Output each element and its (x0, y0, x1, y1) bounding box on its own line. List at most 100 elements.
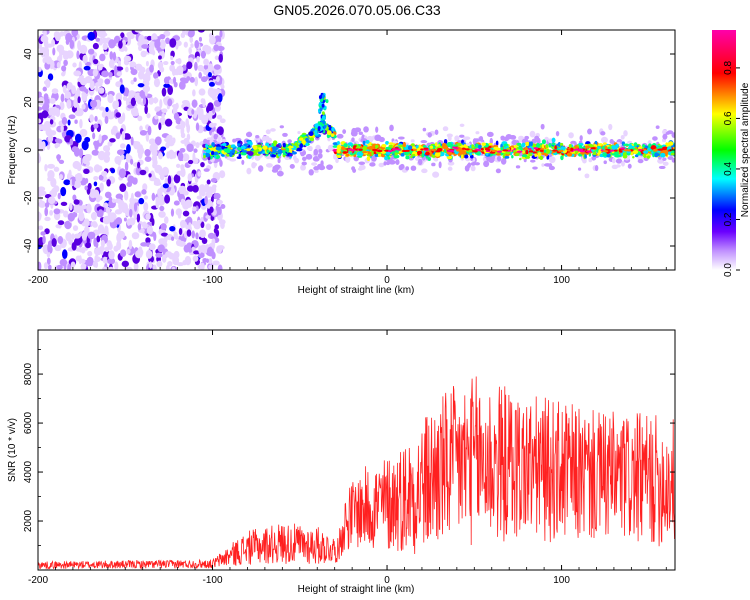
spectrogram-cell (204, 144, 209, 148)
spectrogram-cell (112, 51, 117, 61)
spectrogram-cell (84, 136, 91, 143)
spectrogram-cell (196, 55, 200, 63)
spectrogram-cell (569, 148, 574, 152)
spectrogram-cell (191, 99, 198, 108)
spectrogram-cell (306, 145, 313, 151)
spectrogram-cell (44, 216, 51, 222)
spectrogram-cell (141, 44, 149, 49)
spectrogram-cell (155, 198, 160, 209)
spectrogram-cell (133, 77, 137, 82)
snr-x-tick-label: 100 (553, 575, 570, 586)
spectrogram-cell (247, 151, 254, 156)
spectrogram-cell (182, 210, 190, 217)
spectrogram-cell (60, 93, 65, 103)
spectrogram-cell (38, 112, 46, 118)
spectrogram-cell (95, 197, 101, 203)
spectrogram-cell (186, 133, 191, 141)
spectrogram-cell (405, 166, 410, 171)
spectrogram-cell (93, 181, 98, 187)
spectrogram-cell (170, 60, 175, 66)
spectrogram-cell (528, 148, 532, 151)
spectrogram-cell (95, 37, 100, 42)
spectrogram-cell (73, 233, 81, 239)
spectrogram-cell (142, 72, 151, 83)
spectrogram-cell (229, 152, 233, 157)
spectrogram-cell (568, 132, 574, 139)
snr-series-line (38, 376, 675, 570)
spectrogram-cell (90, 99, 98, 108)
spectrogram-cell (226, 153, 230, 157)
spectrogram-cell (358, 148, 363, 151)
spectrogram-cell (173, 231, 178, 240)
spectrogram-cell (163, 83, 171, 88)
spectrogram-cell (178, 185, 187, 195)
spectrogram-cell (96, 235, 101, 243)
spectrogram-cell (188, 222, 192, 231)
spectrogram-cell (191, 220, 198, 227)
spectrogram-cell (200, 188, 206, 197)
spectrogram-cell (362, 151, 368, 154)
spectrogram-cell (180, 167, 186, 178)
spectrogram-cell (126, 31, 135, 38)
spectrogram-cell (434, 152, 441, 157)
spectrogram-cell (56, 154, 61, 162)
colorbar-label: Normalized spectral amplitude (740, 82, 750, 217)
spectrogram-cell (122, 95, 128, 101)
snr-y-ticks: 2000 4000 6000 8000 (23, 349, 675, 546)
spectrogram-cell (530, 159, 536, 163)
spectrogram-cell (662, 147, 667, 151)
spectrogram-cell (148, 261, 153, 269)
spectrogram-cell (83, 218, 90, 228)
spectrogram-cell (551, 142, 556, 146)
spectrogram-cell (217, 136, 222, 141)
spectrogram-cell (271, 154, 277, 158)
spectrogram-cell (86, 203, 92, 214)
spectrogram-cell (511, 154, 514, 159)
spectrogram-cell (521, 150, 525, 154)
spectrogram-cell (208, 264, 215, 270)
spectrogram-cell (580, 151, 585, 155)
spectrogram-cell (516, 150, 523, 153)
spectrogram-cell (76, 50, 80, 60)
spectrogram-cell (475, 131, 480, 135)
spectrogram-cell (87, 182, 92, 190)
snr-y-label: SNR (10 * v/v) (7, 418, 18, 482)
spectrogram-cell (326, 164, 333, 171)
spectrogram-cell (168, 149, 175, 160)
spectrogram-cell (137, 115, 143, 122)
spectrogram-cell (153, 77, 161, 88)
spectrogram-cell (232, 138, 237, 143)
spectrogram-cell (109, 51, 114, 60)
spectrogram-cell (332, 145, 339, 148)
spectrogram-cell (79, 118, 83, 129)
spectrogram-cell (186, 61, 193, 70)
spectrogram-cell (467, 162, 472, 168)
snr-frame (37, 329, 676, 571)
spectrogram-cell (500, 146, 504, 151)
spectrogram-cell (213, 133, 219, 140)
spectrogram-cell (73, 98, 78, 108)
spectrogram-cell (652, 136, 658, 141)
spectrogram-cell (495, 168, 501, 174)
spectrogram-cell (80, 263, 87, 270)
spectrogram-cell (72, 62, 77, 68)
snr-y-tick-label: 4000 (23, 460, 34, 483)
spectrogram-cell (114, 155, 122, 165)
spectrogram-cell (152, 158, 158, 167)
spectrogram-cell (302, 156, 307, 162)
spectrogram-cell (412, 148, 417, 151)
spectrogram-cell (416, 151, 422, 154)
spectrogram-cell (277, 149, 283, 155)
spectrogram-cell (116, 71, 123, 77)
spectrogram-cell (160, 223, 167, 231)
spectrogram-cell (243, 143, 249, 146)
spectrogram-cell (175, 124, 183, 130)
spectrogram-cell (343, 143, 348, 148)
spectrogram-cell (58, 159, 65, 164)
spectrogram-cell (209, 35, 216, 45)
spectrogram-cell (657, 158, 665, 164)
spectrogram-cell (192, 184, 199, 193)
spectrogram-cell (181, 153, 190, 162)
spectrogram-cell (620, 134, 625, 140)
spectrogram-cell (321, 94, 325, 99)
